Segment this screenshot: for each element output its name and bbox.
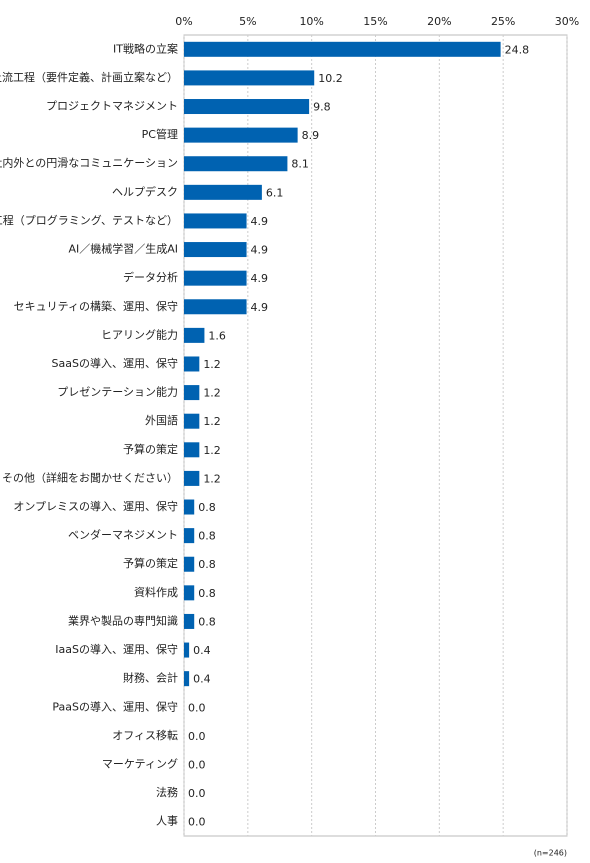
value-label: 0.8 (198, 530, 216, 543)
value-label: 4.9 (251, 272, 269, 285)
bar (184, 41, 501, 57)
value-label: 1.2 (203, 387, 221, 400)
category-label: プレゼンテーション能力 (57, 385, 178, 399)
bar (184, 442, 200, 458)
value-label: 0.0 (188, 730, 206, 743)
x-tick-label: 20% (427, 15, 451, 28)
category-label: IT戦略の立案 (113, 41, 178, 55)
category-label: SaaSの導入、運用、保守 (52, 356, 178, 370)
sample-note: (n=246) (534, 849, 567, 858)
bar (184, 213, 247, 229)
bar (184, 499, 195, 515)
value-label: 8.1 (291, 158, 309, 171)
value-label: 24.8 (505, 43, 530, 56)
bar (184, 127, 298, 143)
bar (184, 385, 200, 401)
x-tick-label: 30% (555, 15, 579, 28)
bar (184, 413, 200, 429)
value-label: 0.8 (198, 558, 216, 571)
bar (184, 556, 195, 572)
category-label: 法務 (156, 785, 178, 799)
category-label: 人事 (156, 815, 178, 828)
bar (184, 270, 247, 286)
value-label: 1.2 (203, 472, 221, 485)
x-tick-label: 5% (239, 15, 256, 28)
value-label: 0.4 (193, 644, 211, 657)
category-label: ヘルプデスク (112, 184, 178, 198)
bar (184, 70, 315, 86)
category-label: 外国語 (145, 413, 178, 427)
bar (184, 184, 262, 200)
category-label: AI／機械学習／生成AI (68, 242, 178, 256)
category-label: PaaSの導入、運用、保守 (52, 699, 178, 713)
x-tick-label: 15% (363, 15, 387, 28)
value-label: 0.0 (188, 787, 206, 800)
value-label: 9.8 (313, 101, 331, 114)
value-label: 1.2 (203, 358, 221, 371)
category-label: 社内外との円滑なコミュニケーション (0, 156, 178, 170)
value-label: 0.8 (198, 501, 216, 514)
value-label: 1.2 (203, 415, 221, 428)
category-label: オンプレミスの導入、運用、保守 (13, 499, 178, 513)
category-label: 下流工程（プログラミング、テストなど） (0, 213, 178, 227)
bar (184, 156, 288, 172)
value-label: 1.6 (208, 329, 226, 342)
bar (184, 327, 205, 343)
category-label: 財務、会計 (123, 671, 178, 685)
category-label: PC管理 (142, 127, 178, 141)
value-label: 0.0 (188, 758, 206, 771)
value-label: 4.9 (251, 215, 269, 228)
value-label: 4.9 (251, 244, 269, 257)
category-label: ベンダーマネジメント (68, 528, 178, 542)
bar (184, 613, 195, 629)
category-label: プロジェクトマネジメント (46, 100, 178, 113)
category-label: データ分析 (123, 270, 178, 284)
bar (184, 528, 195, 544)
value-label: 10.2 (318, 72, 343, 85)
x-tick-label: 25% (491, 15, 515, 28)
category-label: その他（詳細をお聞かせください） (2, 470, 178, 484)
value-label: 0.8 (198, 587, 216, 600)
category-label: セキュリティの構築、運用、保守 (14, 299, 178, 313)
value-label: 0.4 (193, 673, 211, 686)
bar (184, 585, 195, 601)
category-label: ヒアリング能力 (101, 327, 178, 341)
bar (184, 299, 247, 315)
category-label: 予算の策定 (123, 556, 178, 570)
category-label: 予算の策定 (123, 442, 178, 456)
bar (184, 99, 310, 115)
bar (184, 642, 190, 658)
value-label: 1.2 (203, 444, 221, 457)
bar (184, 470, 200, 486)
value-label: 8.9 (302, 129, 320, 142)
value-label: 4.9 (251, 301, 269, 314)
value-label: 0.0 (188, 701, 206, 714)
category-label: 資料作成 (134, 585, 178, 599)
value-label: 0.0 (188, 816, 206, 829)
value-label: 0.8 (198, 615, 216, 628)
bar (184, 242, 247, 258)
x-tick-label: 10% (299, 15, 323, 28)
category-label: オフィス移転 (112, 729, 178, 742)
value-label: 6.1 (266, 186, 284, 199)
category-label: IaaSの導入、運用、保守 (55, 642, 178, 656)
category-label: 業界や製品の専門知識 (68, 613, 178, 627)
bar (184, 356, 200, 372)
bar (184, 671, 190, 687)
category-label: マーケティング (102, 756, 178, 770)
x-tick-label: 0% (175, 15, 192, 28)
category-label: 上流工程（要件定義、計画立案など） (0, 70, 178, 84)
